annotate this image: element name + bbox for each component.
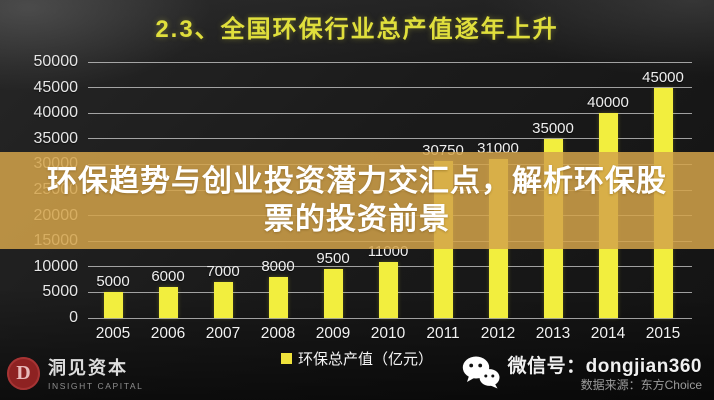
publisher-name: 洞见资本 (48, 358, 128, 378)
x-axis-label: 2007 (205, 325, 241, 342)
wechat-info: 微信号：dongjian360 数据来源：东方Choice (462, 351, 702, 393)
page-title: 2.3、全国环保行业总产值逐年上升 (155, 16, 559, 43)
bar-2009 (323, 269, 343, 318)
y-axis-label: 5000 (42, 283, 78, 301)
y-axis-label: 40000 (33, 104, 79, 122)
x-axis-label: 2006 (150, 325, 186, 342)
bar-value-label: 45000 (642, 68, 684, 86)
legend-label: 环保总产值（亿元） (297, 351, 433, 368)
y-axis-label: 50000 (33, 53, 79, 70)
caption-line-2: 票的投资前景 (264, 202, 450, 236)
bar-2006 (158, 287, 178, 318)
bar-value-label: 8000 (261, 258, 295, 276)
x-axis-label: 2011 (426, 325, 460, 342)
gridline (88, 317, 692, 319)
x-axis-label: 2005 (95, 325, 131, 342)
chart-legend: 环保总产值（亿元） (0, 348, 714, 369)
bar-value-label: 5000 (96, 273, 130, 291)
data-source-label: 数据来源：东方Choice (580, 378, 702, 392)
bar-value-label: 35000 (532, 119, 574, 137)
y-axis-label: 0 (69, 309, 78, 326)
wechat-icon (462, 356, 500, 389)
bar-value-label: 7000 (206, 263, 240, 281)
caption-line-1: 环保趋势与创业投资潜力交汇点，解析环保股 (47, 164, 667, 198)
gridline (88, 138, 692, 140)
x-axis-label: 2008 (260, 325, 296, 342)
bar-2008 (268, 277, 288, 318)
bar-value-label: 9500 (316, 250, 350, 268)
x-axis-label: 2015 (645, 325, 681, 342)
y-axis-label: 10000 (33, 257, 79, 275)
legend-swatch-icon (280, 353, 292, 364)
x-axis-label: 2014 (590, 325, 626, 342)
x-axis-label: 2013 (535, 325, 571, 342)
y-axis-label: 35000 (33, 129, 79, 147)
x-axis-label: 2012 (480, 325, 516, 342)
y-axis-label: 45000 (33, 78, 79, 96)
x-axis-label: 2009 (315, 325, 351, 342)
caption-overlay-band: 环保趋势与创业投资潜力交汇点，解析环保股 票的投资前景 (0, 152, 714, 249)
bar-value-label: 40000 (587, 94, 629, 112)
wechat-account-label: 微信号：dongjian360 (507, 356, 702, 377)
bar-2005 (103, 292, 123, 318)
x-axis-label: 2010 (370, 325, 406, 342)
publisher-logo: D 洞见资本 INSIGHT CAPITAL (7, 357, 143, 391)
publisher-subname: INSIGHT CAPITAL (48, 381, 144, 391)
bar-2010 (378, 261, 398, 318)
bar-value-label: 6000 (151, 268, 185, 286)
gridline (88, 112, 692, 114)
bar-2007 (213, 282, 233, 318)
gridline (88, 61, 692, 63)
insight-capital-logo-icon: D (7, 357, 40, 390)
gridline (88, 87, 692, 89)
